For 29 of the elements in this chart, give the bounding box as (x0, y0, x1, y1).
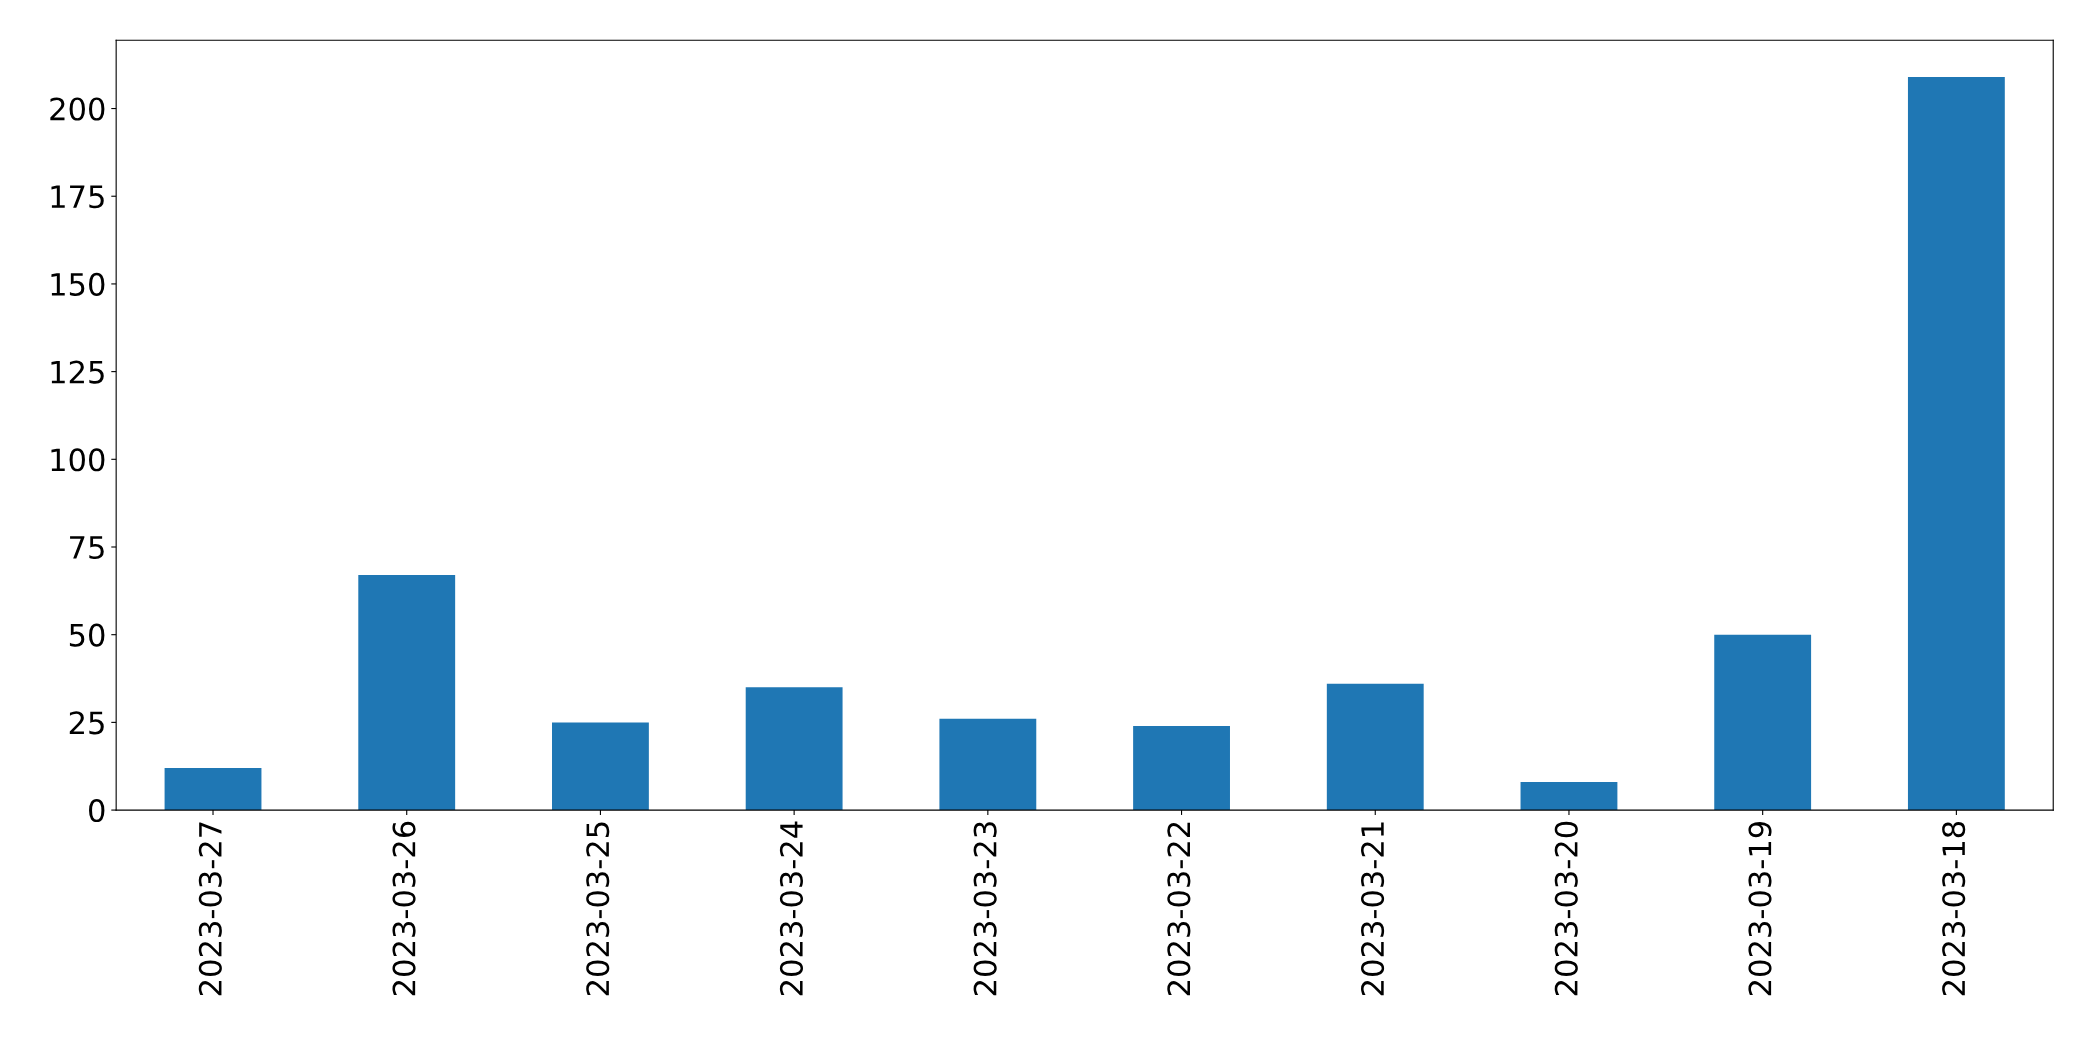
bar (358, 575, 456, 811)
x-tick-label: 2023-03-26 (392, 821, 416, 996)
bar (1714, 634, 1812, 811)
x-tick-label: 2023-03-23 (973, 822, 997, 996)
bar (1133, 725, 1230, 811)
bar (1907, 76, 2005, 811)
x-tick-label: 2023-03-24 (779, 821, 803, 996)
bar (939, 718, 1037, 811)
y-tick-label: 75 (70, 536, 104, 560)
x-tick-label: 2023-03-27 (198, 822, 222, 996)
x-tick-label: 2023-03-19 (1748, 821, 1772, 996)
bar (1520, 782, 1618, 811)
bar (164, 767, 262, 811)
x-tick-label: 2023-03-18 (1942, 821, 1966, 996)
x-tick-label: 2023-03-25 (586, 822, 610, 996)
x-tick-label: 2023-03-21 (1361, 822, 1385, 996)
y-tick-label: 125 (51, 360, 104, 384)
y-tick-label: 50 (69, 623, 105, 647)
y-tick-label: 100 (51, 448, 105, 472)
y-tick-label: 25 (69, 711, 104, 735)
y-tick-label: 175 (51, 185, 104, 209)
y-tick-label: 0 (89, 799, 105, 823)
y-tick-label: 200 (50, 97, 105, 121)
bar (552, 722, 649, 811)
bar (1326, 683, 1424, 811)
bar (745, 687, 843, 811)
x-tick-label: 2023-03-22 (1167, 822, 1191, 996)
y-tick-label: 150 (51, 272, 105, 296)
x-tick-label: 2023-03-20 (1554, 821, 1578, 996)
